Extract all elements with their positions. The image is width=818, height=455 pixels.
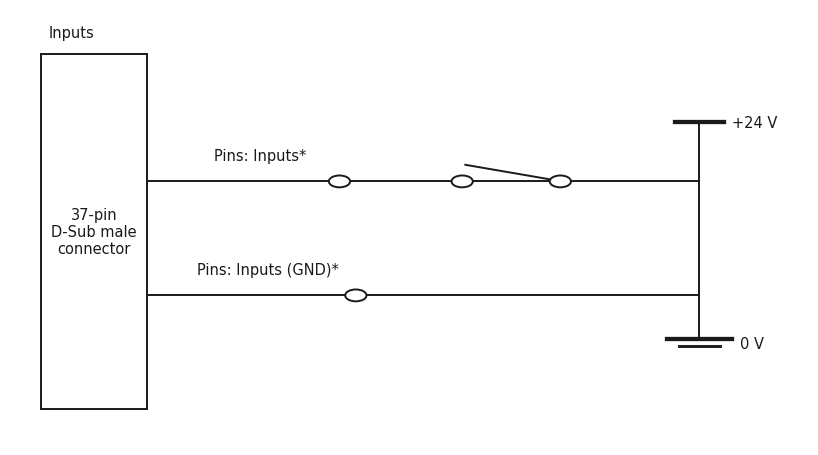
Text: Inputs: Inputs [49,26,95,41]
Circle shape [345,290,366,302]
FancyBboxPatch shape [41,55,147,410]
Circle shape [452,176,473,188]
Circle shape [550,176,571,188]
Text: 37-pin
D-Sub male
connector: 37-pin D-Sub male connector [52,207,137,257]
Text: 0 V: 0 V [740,336,764,351]
Text: Pins: Inputs (GND)*: Pins: Inputs (GND)* [197,263,339,278]
Text: +24 V: +24 V [732,116,777,130]
Text: Pins: Inputs*: Pins: Inputs* [213,149,306,164]
Circle shape [329,176,350,188]
